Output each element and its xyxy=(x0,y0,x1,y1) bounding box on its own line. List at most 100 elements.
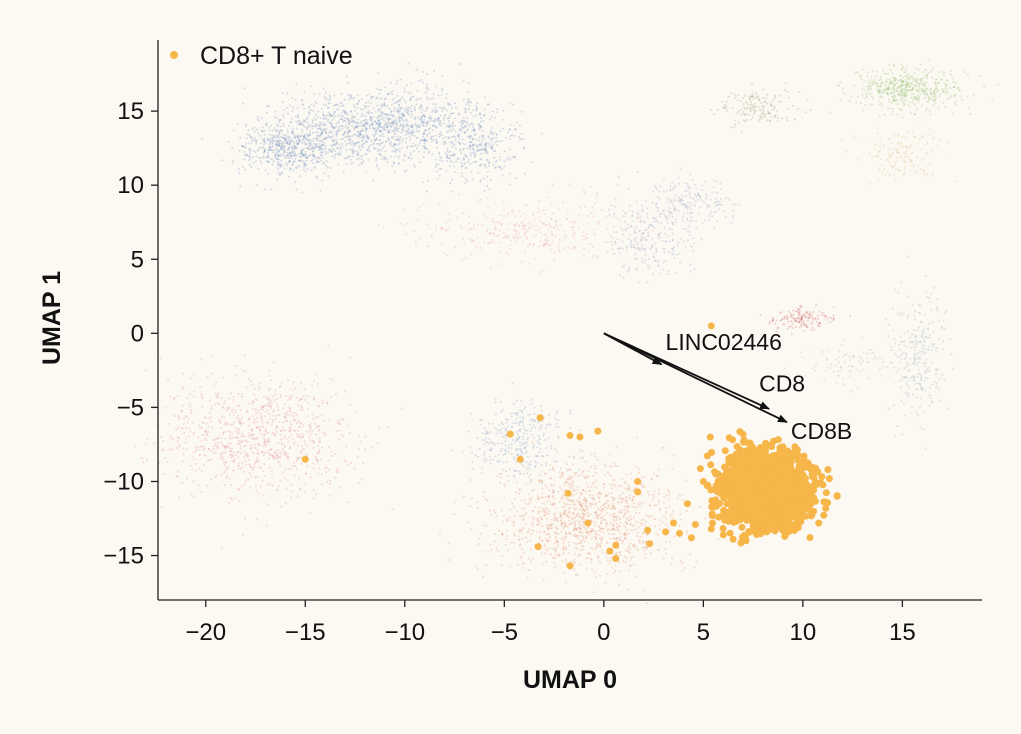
background-point xyxy=(409,115,412,118)
background-point xyxy=(921,104,924,107)
background-point xyxy=(277,152,279,155)
background-point xyxy=(261,494,264,497)
background-point xyxy=(303,142,306,145)
background-point xyxy=(839,99,842,102)
background-point xyxy=(620,500,623,503)
background-point xyxy=(498,529,500,532)
background-point xyxy=(403,87,406,90)
background-point xyxy=(276,124,279,127)
background-point xyxy=(560,498,563,501)
background-point xyxy=(299,487,302,490)
background-point xyxy=(348,123,350,126)
background-point xyxy=(912,78,915,81)
background-point xyxy=(897,85,900,88)
background-point xyxy=(372,141,375,144)
background-point xyxy=(730,92,733,95)
background-point xyxy=(858,74,861,77)
background-point xyxy=(308,431,311,433)
background-point xyxy=(945,87,948,90)
background-point xyxy=(920,148,923,151)
background-point xyxy=(267,161,270,164)
background-point xyxy=(578,500,581,503)
background-point xyxy=(296,468,298,470)
background-point xyxy=(262,454,265,456)
background-point xyxy=(910,92,913,95)
background-point xyxy=(173,397,176,400)
background-point xyxy=(892,110,895,113)
background-point xyxy=(462,79,465,82)
background-point xyxy=(399,139,402,142)
background-point xyxy=(900,99,903,102)
background-point xyxy=(759,115,762,118)
background-point xyxy=(380,103,383,106)
background-point xyxy=(563,484,566,487)
background-point xyxy=(904,91,907,94)
background-point xyxy=(636,531,639,534)
background-point xyxy=(617,501,620,504)
background-point xyxy=(401,96,404,99)
background-point xyxy=(644,545,646,548)
background-point xyxy=(261,126,264,129)
background-point xyxy=(594,512,597,515)
background-point xyxy=(437,133,440,136)
background-point xyxy=(459,63,462,65)
background-point xyxy=(925,73,928,76)
background-point xyxy=(949,73,952,76)
background-point xyxy=(237,431,240,434)
background-point xyxy=(367,112,370,115)
background-point xyxy=(378,148,381,151)
background-point xyxy=(602,504,605,507)
background-point xyxy=(309,426,312,428)
background-point xyxy=(291,437,294,440)
background-point xyxy=(271,145,274,148)
background-point xyxy=(425,190,428,193)
background-point xyxy=(362,139,365,142)
background-point xyxy=(399,98,402,101)
background-point xyxy=(255,456,258,459)
background-point xyxy=(575,535,577,538)
background-point xyxy=(866,87,869,89)
background-point xyxy=(271,141,273,144)
background-point xyxy=(929,90,932,93)
background-point xyxy=(613,464,616,467)
background-point xyxy=(896,103,899,106)
background-point xyxy=(869,85,872,88)
background-point xyxy=(257,427,260,430)
background-point xyxy=(500,564,503,567)
background-point xyxy=(569,482,572,485)
background-point xyxy=(268,133,271,136)
background-point xyxy=(879,139,882,142)
background-point xyxy=(271,395,274,398)
background-point xyxy=(384,156,387,159)
background-point xyxy=(559,512,562,514)
background-point xyxy=(749,108,752,111)
background-point xyxy=(606,494,609,497)
background-point xyxy=(276,488,279,491)
background-point xyxy=(404,133,407,136)
background-point xyxy=(278,144,281,147)
background-point xyxy=(607,503,610,506)
background-point xyxy=(482,148,485,150)
background-point xyxy=(280,130,283,133)
background-point xyxy=(556,539,559,542)
background-point xyxy=(912,165,915,168)
background-point xyxy=(651,498,654,501)
background-point xyxy=(263,437,265,439)
background-point xyxy=(900,63,903,66)
background-point xyxy=(485,149,488,152)
background-point xyxy=(367,109,370,112)
background-point xyxy=(663,515,665,518)
background-point xyxy=(633,516,636,518)
background-point xyxy=(592,497,595,500)
background-point xyxy=(997,83,999,86)
background-point xyxy=(902,84,905,87)
background-point xyxy=(223,471,226,474)
background-point xyxy=(872,70,874,73)
background-point xyxy=(900,96,903,99)
background-point xyxy=(300,148,303,151)
background-point xyxy=(902,66,905,69)
background-point xyxy=(359,132,362,135)
background-point xyxy=(632,555,635,558)
background-point xyxy=(951,77,954,79)
background-point xyxy=(243,483,246,486)
